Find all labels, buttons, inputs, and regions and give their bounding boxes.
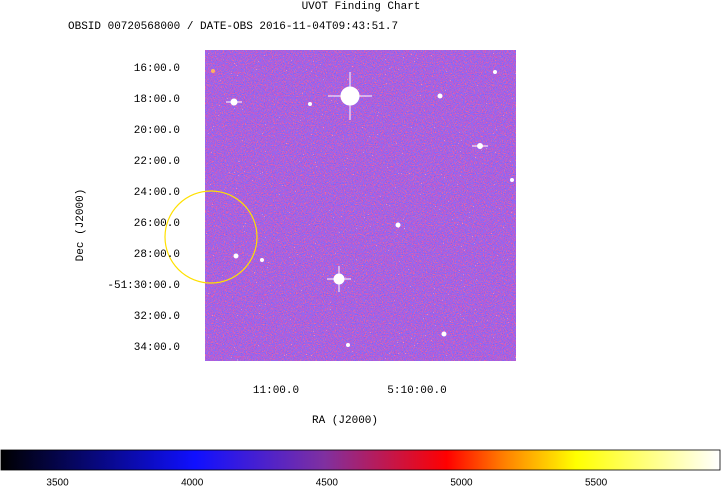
y-tick-label: 20:00.0 — [134, 125, 180, 137]
chart-subtitle: OBSID 00720568000 / DATE-OBS 2016-11-04T… — [68, 21, 398, 33]
y-tick-label: 22:00.0 — [134, 156, 180, 168]
colorbar — [0, 449, 721, 471]
x-tick-label: 5:10:00.0 — [387, 385, 446, 397]
sky-image — [164, 50, 516, 361]
y-tick-label: 34:00.0 — [134, 342, 180, 354]
colorbar-tick-label: 4000 — [181, 478, 204, 489]
colorbar-tick-label: 4500 — [316, 478, 339, 489]
target-circle — [164, 190, 258, 284]
y-tick-label: 26:00.0 — [134, 218, 180, 230]
chart-title: UVOT Finding Chart — [302, 1, 421, 13]
y-tick-label: 16:00.0 — [134, 63, 180, 75]
x-tick-label: 11:00.0 — [253, 385, 299, 397]
y-axis-label: Dec (J2000) — [75, 189, 87, 262]
y-tick-label: 24:00.0 — [134, 187, 180, 199]
colorbar-tick-label: 3500 — [46, 478, 69, 489]
colorbar-tick-label: 5000 — [450, 478, 473, 489]
image-noise — [205, 50, 516, 361]
colorbar-tick-label: 5500 — [585, 478, 608, 489]
y-tick-label: 18:00.0 — [134, 94, 180, 106]
y-tick-label: 28:00.0 — [134, 249, 180, 261]
x-axis-label: RA (J2000) — [312, 415, 378, 427]
stars — [211, 69, 514, 347]
y-tick-label: 32:00.0 — [134, 311, 180, 323]
y-tick-label: -51:30:00.0 — [107, 280, 180, 292]
